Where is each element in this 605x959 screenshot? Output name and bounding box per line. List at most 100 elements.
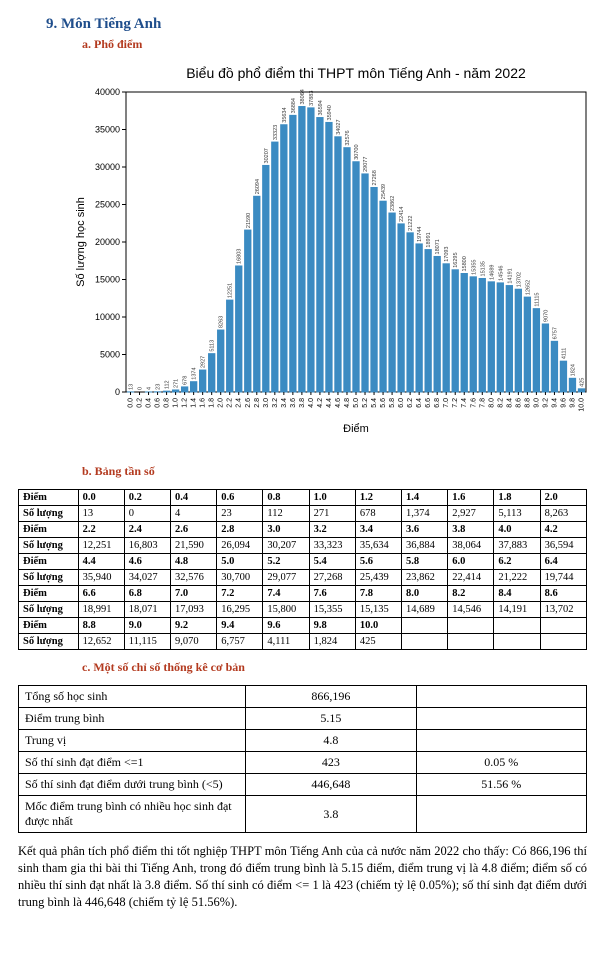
- svg-text:13702: 13702: [516, 272, 522, 287]
- freq-count-label: Số lượng: [19, 506, 79, 522]
- svg-text:5.0: 5.0: [353, 398, 360, 408]
- stats-label: Điểm trung bình: [19, 708, 246, 730]
- freq-count-cell: 2,927: [448, 506, 494, 522]
- svg-text:14546: 14546: [498, 266, 504, 281]
- svg-text:2.2: 2.2: [227, 398, 234, 408]
- svg-text:3.0: 3.0: [263, 398, 270, 408]
- svg-text:23862: 23862: [390, 196, 396, 211]
- freq-score-cell: 7.0: [171, 586, 217, 602]
- freq-count-cell: 13,702: [540, 602, 586, 618]
- freq-score-cell: 3.4: [355, 522, 401, 538]
- stats-pct: [416, 686, 586, 708]
- svg-text:7.8: 7.8: [479, 398, 486, 408]
- freq-count-cell: 15,800: [263, 602, 309, 618]
- svg-text:4.0: 4.0: [308, 398, 315, 408]
- freq-count-cell: 16,295: [217, 602, 263, 618]
- freq-score-cell: 10.0: [355, 618, 401, 634]
- svg-text:6.8: 6.8: [434, 398, 441, 408]
- svg-text:112: 112: [165, 380, 171, 389]
- svg-text:Số lượng học sinh: Số lượng học sinh: [75, 197, 87, 287]
- svg-text:0.2: 0.2: [137, 398, 144, 408]
- svg-text:8.4: 8.4: [506, 398, 513, 408]
- freq-score-label: Điểm: [19, 618, 79, 634]
- freq-score-cell: 5.2: [263, 554, 309, 570]
- freq-score-cell: 0.2: [124, 490, 170, 506]
- freq-score-cell: 4.6: [124, 554, 170, 570]
- subtitle-c: c. Một số chỉ số thống kê cơ bản: [82, 660, 587, 675]
- svg-text:32576: 32576: [345, 130, 351, 145]
- freq-score-cell: 3.8: [448, 522, 494, 538]
- freq-count-cell: 23: [217, 506, 263, 522]
- svg-text:Điểm: Điểm: [343, 423, 369, 435]
- svg-text:21222: 21222: [408, 216, 414, 231]
- svg-text:6.6: 6.6: [425, 398, 432, 408]
- svg-text:2927: 2927: [201, 356, 207, 368]
- stats-pct: [416, 796, 586, 833]
- freq-count-label: Số lượng: [19, 602, 79, 618]
- svg-text:8.0: 8.0: [488, 398, 495, 408]
- freq-count-cell: 18,991: [78, 602, 124, 618]
- freq-count-cell: 38,064: [448, 538, 494, 554]
- freq-score-cell: 1.4: [402, 490, 448, 506]
- svg-text:10.0: 10.0: [578, 398, 585, 412]
- freq-count-cell: 0: [124, 506, 170, 522]
- freq-score-cell: 8.4: [494, 586, 540, 602]
- freq-count-cell: 14,191: [494, 602, 540, 618]
- svg-text:30700: 30700: [354, 144, 360, 159]
- svg-text:17093: 17093: [444, 247, 450, 262]
- svg-text:1.6: 1.6: [200, 398, 207, 408]
- stats-value: 423: [246, 752, 416, 774]
- freq-count-cell: 35,940: [78, 570, 124, 586]
- freq-score-cell: [448, 618, 494, 634]
- svg-text:15800: 15800: [462, 256, 468, 271]
- freq-score-cell: 4.2: [540, 522, 586, 538]
- freq-score-cell: 2.4: [124, 522, 170, 538]
- svg-text:25000: 25000: [95, 200, 120, 210]
- svg-text:8.8: 8.8: [524, 398, 531, 408]
- freq-score-cell: 4.0: [494, 522, 540, 538]
- svg-text:21590: 21590: [246, 213, 252, 228]
- freq-score-cell: 1.8: [494, 490, 540, 506]
- freq-count-cell: 25,439: [355, 570, 401, 586]
- freq-score-label: Điểm: [19, 490, 79, 506]
- svg-text:5.4: 5.4: [371, 398, 378, 408]
- freq-count-cell: 11,115: [124, 634, 170, 650]
- svg-text:14191: 14191: [507, 268, 513, 283]
- freq-count-cell: 9,070: [171, 634, 217, 650]
- svg-text:8.2: 8.2: [497, 398, 504, 408]
- svg-text:1.8: 1.8: [209, 398, 216, 408]
- svg-text:0.6: 0.6: [155, 398, 162, 408]
- svg-text:12251: 12251: [228, 283, 234, 298]
- freq-count-cell: [402, 634, 448, 650]
- svg-text:14689: 14689: [489, 265, 495, 280]
- freq-score-cell: 9.2: [171, 618, 217, 634]
- freq-count-cell: 678: [355, 506, 401, 522]
- svg-text:4.2: 4.2: [317, 398, 324, 408]
- freq-score-cell: 6.4: [540, 554, 586, 570]
- svg-text:20000: 20000: [95, 237, 120, 247]
- score-distribution-chart: Biểu đồ phổ điểm thi THPT môn Tiếng Anh …: [66, 62, 596, 452]
- svg-text:40000: 40000: [95, 87, 120, 97]
- svg-text:3.6: 3.6: [290, 398, 297, 408]
- svg-text:1.0: 1.0: [173, 398, 180, 408]
- svg-text:4.8: 4.8: [344, 398, 351, 408]
- svg-text:7.4: 7.4: [461, 398, 468, 408]
- svg-text:0.8: 0.8: [164, 398, 171, 408]
- svg-text:16803: 16803: [237, 249, 243, 264]
- svg-text:1.4: 1.4: [191, 398, 198, 408]
- freq-count-cell: 15,135: [355, 602, 401, 618]
- stats-value: 446,648: [246, 774, 416, 796]
- svg-text:Biểu đồ phổ điểm thi THPT môn: Biểu đồ phổ điểm thi THPT môn Tiếng Anh …: [186, 65, 526, 81]
- stats-pct: [416, 708, 586, 730]
- freq-count-cell: 27,268: [309, 570, 355, 586]
- freq-score-cell: 3.6: [402, 522, 448, 538]
- freq-score-cell: [402, 618, 448, 634]
- svg-text:678: 678: [183, 376, 189, 385]
- svg-text:26094: 26094: [255, 179, 261, 194]
- svg-text:36884: 36884: [291, 98, 297, 113]
- stats-value: 5.15: [246, 708, 416, 730]
- freq-score-label: Điểm: [19, 586, 79, 602]
- freq-count-label: Số lượng: [19, 634, 79, 650]
- freq-score-cell: 2.8: [217, 522, 263, 538]
- stats-label: Mốc điểm trung bình có nhiều học sinh đạ…: [19, 796, 246, 833]
